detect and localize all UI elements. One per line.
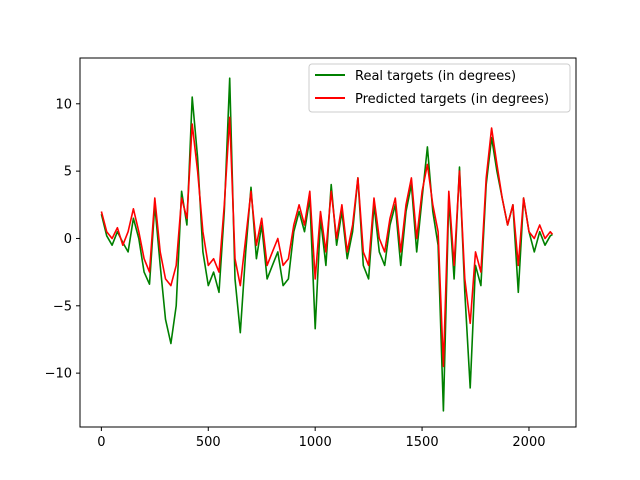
legend-label-predicted: Predicted targets (in degrees)	[355, 92, 549, 107]
x-tick-label: 1500	[406, 435, 439, 450]
y-tick-label: 5	[64, 165, 72, 180]
legend-box	[308, 63, 571, 113]
x-tick-label: 1000	[299, 435, 332, 450]
y-tick-label: 10	[55, 97, 72, 112]
series-predicted-line	[100, 116, 554, 368]
legend: Real targets (in degrees) Predicted targ…	[308, 63, 571, 113]
x-tick-label: 500	[196, 435, 221, 450]
legend-label-real: Real targets (in degrees)	[355, 69, 516, 84]
y-tick-label: 0	[64, 232, 72, 247]
x-tick-label: 0	[97, 435, 105, 450]
plot-frame	[79, 57, 577, 428]
series-layer	[100, 77, 554, 412]
x-tick-label: 2000	[512, 435, 545, 450]
ticks-layer: 0 500 1000 1500 2000 −10 −5 0 5 10	[45, 97, 546, 450]
y-tick-label: −5	[53, 299, 72, 314]
y-tick-label: −10	[45, 367, 72, 382]
